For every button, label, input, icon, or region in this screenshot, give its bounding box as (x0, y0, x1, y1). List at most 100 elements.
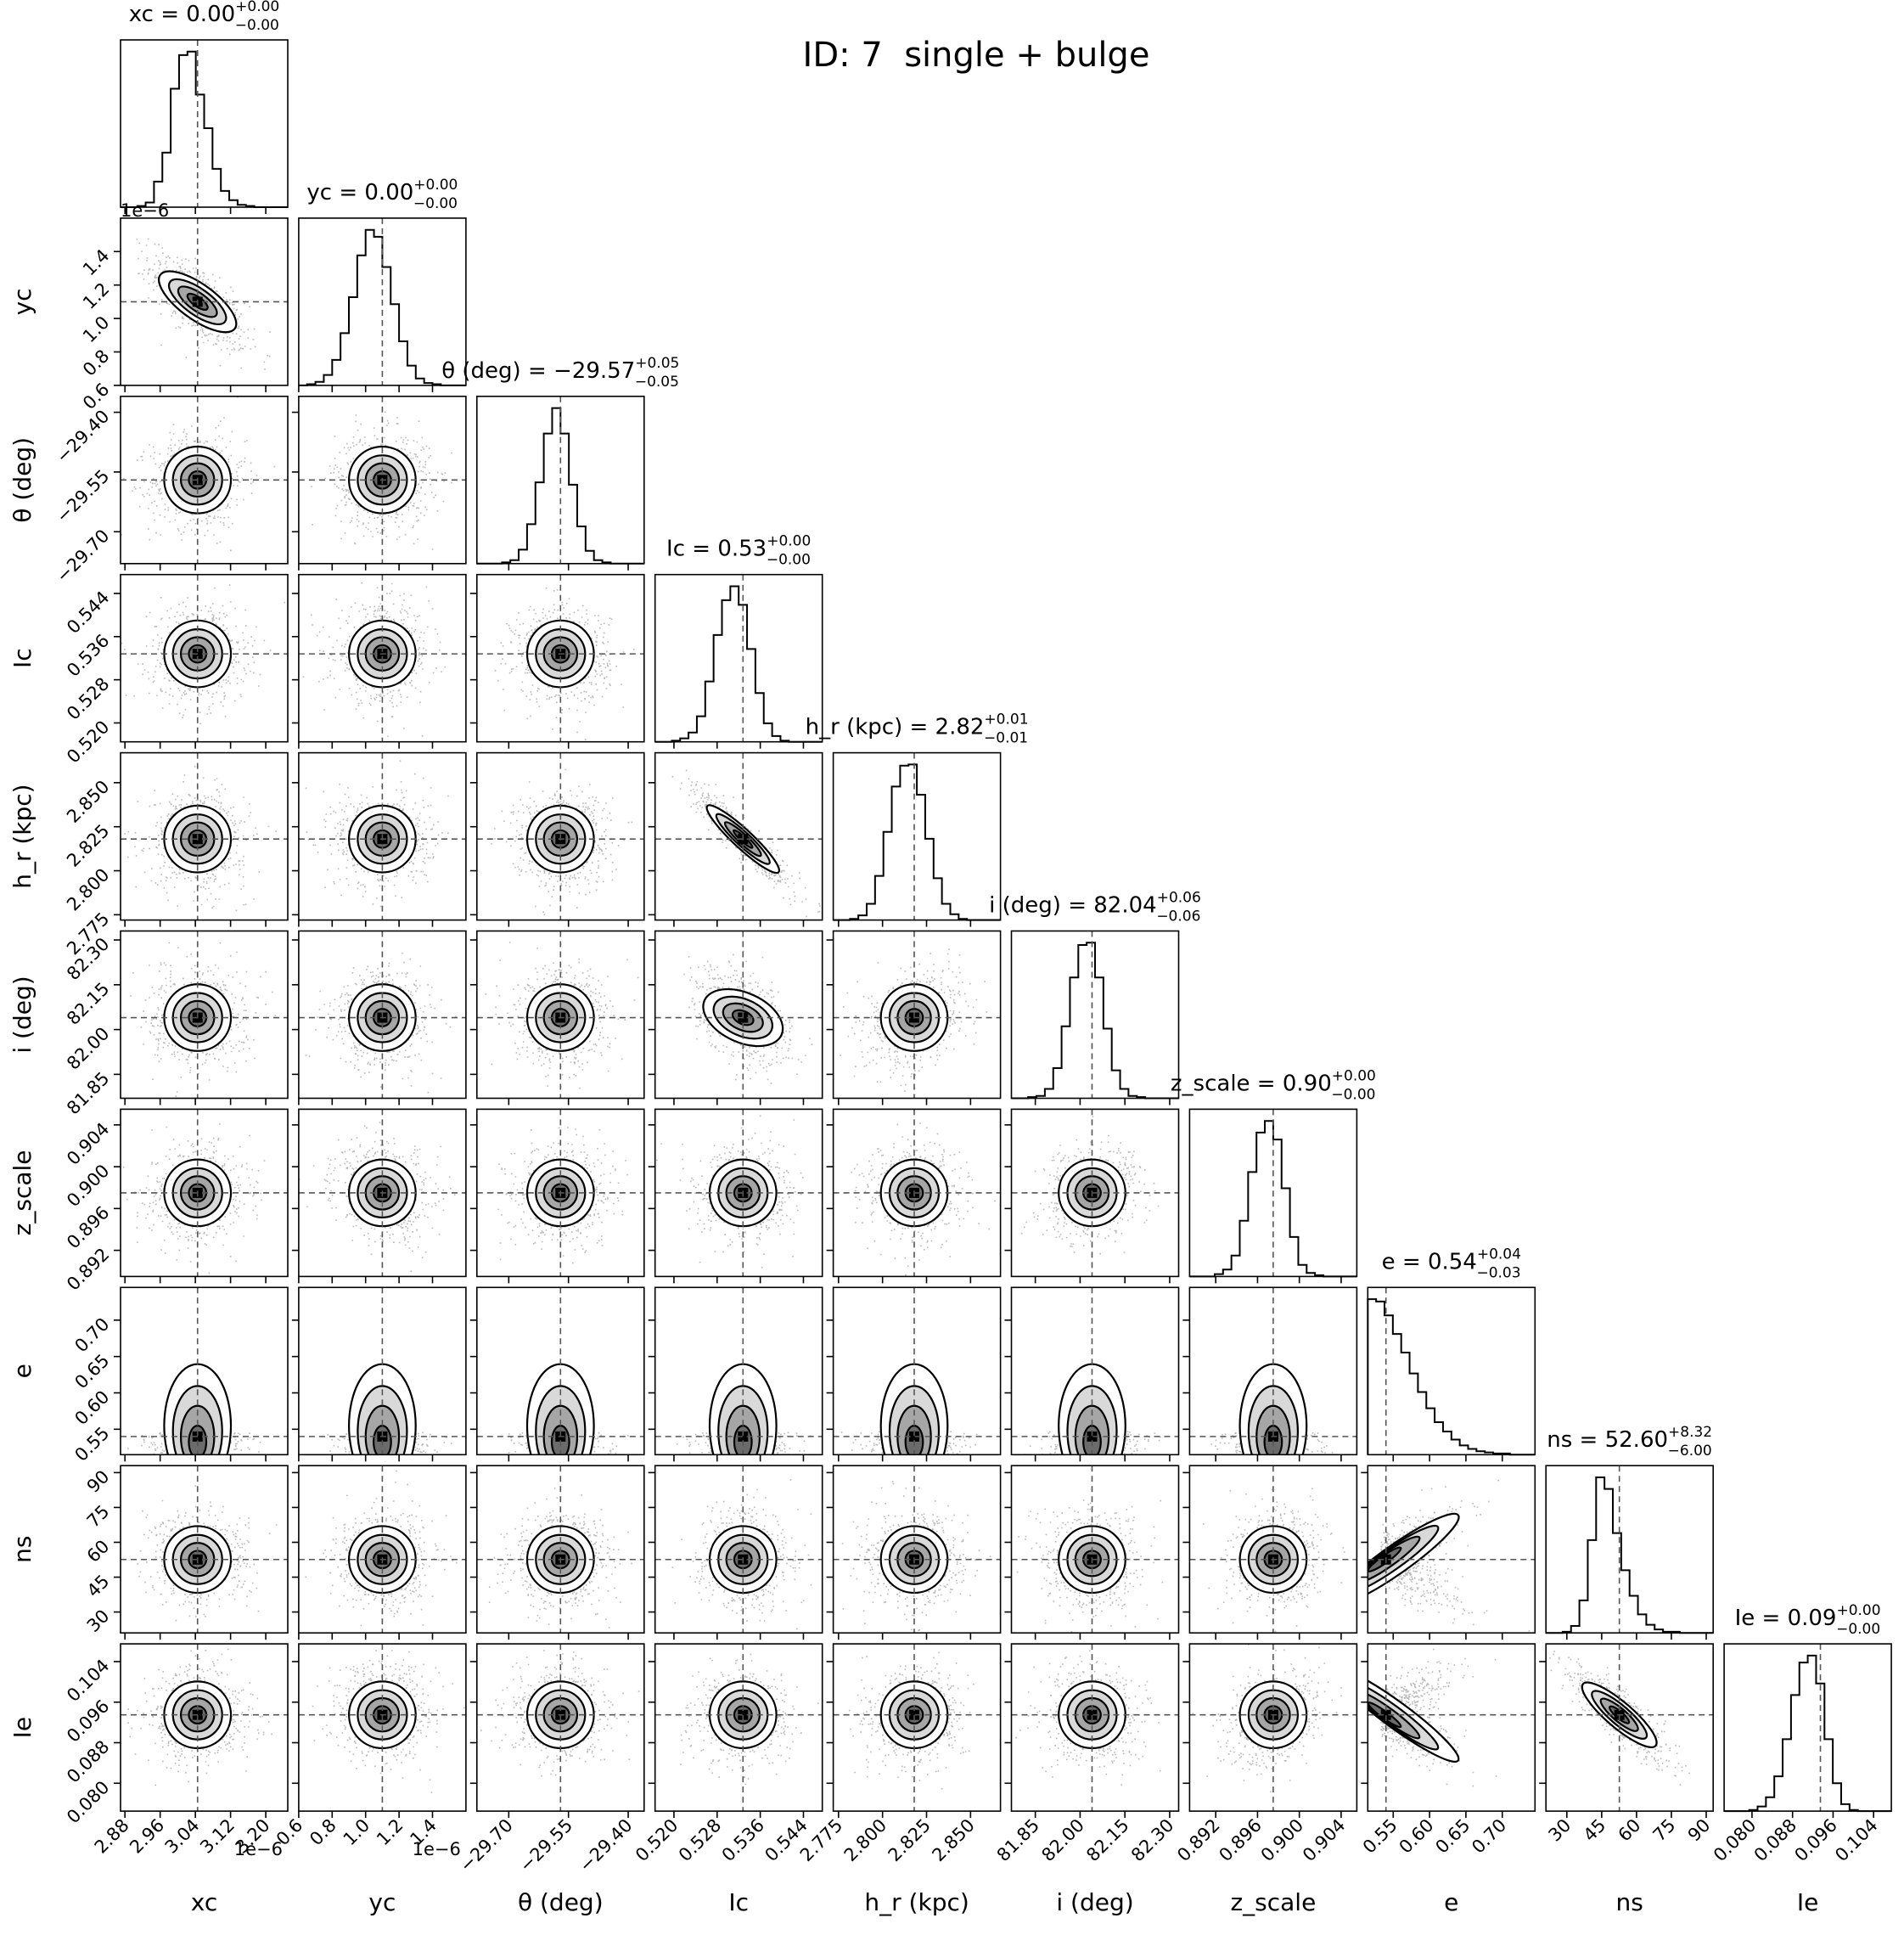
histogram-Ie (1724, 1654, 1892, 1813)
panel-frame (298, 217, 467, 386)
x-tick-label: 0.60 (1396, 1815, 1438, 1858)
y-offset-text-yc: 1e−6 (121, 200, 169, 221)
histogram-Ic (654, 585, 823, 743)
y-tick-label: 0.896 (63, 1202, 113, 1252)
y-tick-label: 0.8 (79, 346, 114, 380)
y-tick-label: 0.088 (63, 1736, 113, 1786)
histogram-ns (1546, 1476, 1714, 1634)
scatter-panel-i-vs-theta (469, 930, 645, 1105)
y-tick-label: 0.65 (70, 1350, 113, 1392)
scatter-points (676, 1431, 812, 1455)
y-tick-label: 1.4 (79, 245, 114, 280)
y-tick-label: −29.40 (53, 406, 114, 467)
y-tick-label: 2.800 (63, 864, 113, 914)
scatter-panel-Ie-vs-i (1004, 1643, 1180, 1819)
scatter-panel-hr-vs-xc (114, 751, 289, 927)
panel-frame (298, 1286, 467, 1456)
panel-frame (654, 751, 823, 921)
x-tick-label: 82.00 (1037, 1815, 1087, 1865)
y-tick-label: 0.528 (63, 673, 113, 723)
panel-frame (298, 395, 467, 565)
scatter-panel-ns-vs-e (1361, 1465, 1536, 1640)
y-tick-label: 1.0 (79, 312, 114, 347)
scatter-panel-i-vs-Ic (648, 930, 823, 1105)
y-tick-label: 2.850 (63, 776, 113, 826)
hist-panel-ns: ns = 52.60+8.32 −6.00 (1545, 1424, 1714, 1640)
scatter-panel-Ie-vs-yc (291, 1643, 467, 1819)
hist-panel-e: e = 0.54+0.04 −0.03 (1367, 1246, 1536, 1462)
y-tick-label: −29.55 (53, 465, 114, 526)
scatter-panel-e-vs-yc (291, 1286, 467, 1462)
x-tick-label: 45 (1580, 1815, 1610, 1846)
y-tick-label: 0.892 (63, 1244, 113, 1294)
panel-frame (298, 1108, 467, 1278)
histogram-yc (298, 228, 466, 386)
hist-panel-hr: h_r (kpc) = 2.82+0.01 −0.01 (806, 712, 1029, 927)
panel-frame (654, 1108, 823, 1278)
panel-title-e: e = 0.54+0.04 −0.03 (1382, 1246, 1521, 1281)
panel-frame (120, 751, 289, 921)
x-tick-label: 0.096 (1790, 1815, 1840, 1865)
x-axis-label-z_scale: z_scale (1230, 1888, 1316, 1916)
scatter-panel-Ie-vs-e (1361, 1643, 1536, 1819)
x-axis-label-e: e (1444, 1888, 1458, 1916)
x-axis-label-i: i (deg) (1056, 1888, 1133, 1916)
density-peak (908, 1709, 919, 1720)
y-tick-label: 0.520 (63, 717, 113, 767)
scatter-panel-ns-vs-i (1004, 1465, 1180, 1640)
y-axis-label-theta: θ (deg) (8, 437, 37, 523)
panel-frame (120, 573, 289, 743)
scatter-panel-Ic-vs-yc (291, 573, 467, 749)
scatter-panel-hr-vs-yc (291, 751, 467, 927)
scatter-panel-z_scale-vs-yc (291, 1108, 467, 1284)
panel-frame (654, 1465, 823, 1634)
scatter-panel-e-vs-hr (826, 1286, 1002, 1462)
y-tick-label: 0.096 (63, 1696, 113, 1746)
x-tick-label: −29.70 (456, 1815, 517, 1876)
y-tick-label: 0.70 (70, 1313, 113, 1356)
y-tick-label: 45 (83, 1571, 114, 1601)
x-tick-label: 0.536 (718, 1815, 768, 1865)
panel-frame (1367, 1286, 1536, 1456)
y-axis-label-yc: yc (8, 288, 37, 315)
scatter-panel-e-vs-i (1004, 1286, 1180, 1462)
panel-frame (1010, 930, 1180, 1100)
scatter-panel-Ie-vs-xc (114, 1643, 289, 1819)
y-axis-label-Ie: Ie (8, 1717, 37, 1738)
y-tick-label: 0.55 (70, 1423, 113, 1465)
density-peak (1087, 1431, 1098, 1442)
histogram-xc (121, 50, 288, 208)
histogram-e (1367, 1298, 1536, 1456)
panel-frame (298, 930, 467, 1100)
y-axis-label-i: i (deg) (8, 976, 37, 1053)
scatter-points (137, 1485, 278, 1622)
scatter-panel-e-vs-Ic (648, 1286, 823, 1462)
panel-frame (120, 1108, 289, 1278)
panel-frame (120, 930, 289, 1100)
y-tick-label: −29.70 (53, 526, 114, 587)
hist-panel-yc: yc = 0.00+0.00 −0.00 (298, 177, 467, 392)
scatter-points (491, 768, 633, 915)
panel-frame (298, 573, 467, 743)
scatter-panel-theta-vs-xc (114, 395, 289, 571)
panel-frame (1010, 1286, 1180, 1456)
panel-frame (1188, 1643, 1358, 1812)
panel-frame (654, 930, 823, 1100)
panel-frame (654, 1286, 823, 1456)
panel-frame (832, 1643, 1002, 1812)
scatter-panel-z_scale-vs-i (1004, 1108, 1180, 1284)
y-tick-label: 81.85 (63, 1068, 113, 1118)
scatter-panel-hr-vs-theta (469, 751, 645, 927)
y-tick-label: 0.544 (63, 588, 113, 638)
x-tick-label: 0.892 (1173, 1815, 1223, 1865)
scatter-panel-e-vs-xc (114, 1286, 289, 1462)
scatter-panel-Ic-vs-xc (114, 573, 289, 749)
density-peak (908, 1431, 919, 1442)
y-tick-label: 0.900 (63, 1161, 113, 1211)
panel-frame (475, 395, 645, 565)
y-axis-label-Ic: Ic (8, 648, 37, 668)
scatter-panel-ns-vs-xc (114, 1465, 289, 1640)
x-tick-label: 0.65 (1431, 1815, 1474, 1858)
hist-panel-theta: θ (deg) = −29.57+0.05 −0.05 (441, 355, 679, 571)
scatter-panel-Ie-vs-theta (469, 1643, 645, 1819)
